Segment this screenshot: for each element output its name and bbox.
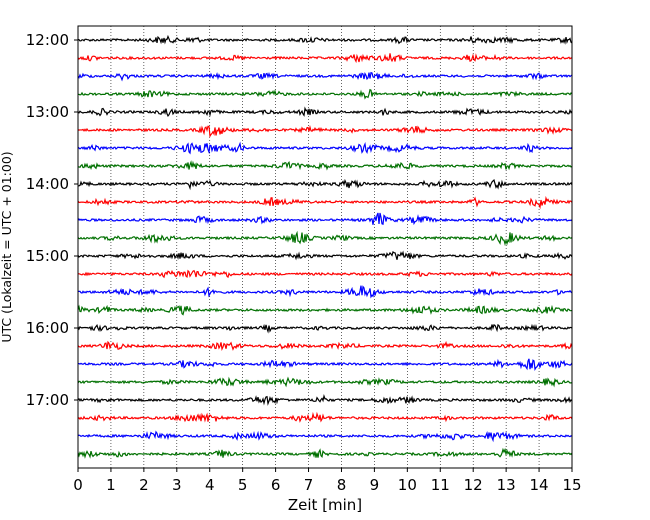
x-tick-label: 11 — [431, 476, 450, 494]
x-tick-label: 12 — [464, 476, 483, 494]
y-axis-label: UTC (Lokalzeit = UTC + 01:00) — [0, 151, 14, 342]
trace-line — [77, 358, 573, 372]
trace-line — [77, 34, 573, 45]
trace-line — [77, 430, 573, 443]
x-axis-label: Zeit [min] — [288, 496, 362, 514]
trace-line — [77, 340, 573, 352]
y-tick-label: 12:00 — [26, 31, 69, 49]
x-tick-label: 4 — [205, 476, 215, 494]
x-tick-label: 3 — [172, 476, 182, 494]
x-tick-label: 7 — [304, 476, 314, 494]
x-tick-label: 0 — [73, 476, 83, 494]
trace-line — [77, 53, 573, 64]
trace-line — [77, 88, 573, 100]
trace-line — [77, 376, 573, 388]
y-tick-label: 15:00 — [26, 247, 69, 265]
trace-line — [77, 160, 573, 171]
x-tick-label: 2 — [139, 476, 149, 494]
trace-line — [77, 212, 573, 226]
trace-line — [77, 285, 573, 299]
trace-line — [77, 230, 573, 247]
y-tick-label: 16:00 — [26, 319, 69, 337]
x-axis-ticks: 0 1 2 3 4 5 6 7 8 9 10 11 12 13 14 15 — [73, 468, 582, 494]
trace-line — [77, 71, 573, 82]
y-tick-label: 13:00 — [26, 103, 69, 121]
trace-line — [77, 106, 573, 118]
trace-line — [77, 195, 573, 210]
x-tick-label: 13 — [497, 476, 516, 494]
grid-lines — [110, 26, 540, 468]
trace-line — [77, 393, 573, 406]
trace-line — [77, 304, 573, 316]
x-tick-label: 1 — [106, 476, 116, 494]
trace-line — [77, 447, 573, 459]
x-tick-label: 10 — [398, 476, 417, 494]
trace-line — [77, 141, 573, 155]
x-tick-label: 5 — [238, 476, 248, 494]
x-tick-label: 14 — [530, 476, 549, 494]
x-tick-label: 6 — [271, 476, 281, 494]
trace-line — [77, 124, 573, 138]
trace-line — [77, 411, 573, 423]
trace-line — [77, 178, 573, 191]
y-tick-label: 14:00 — [26, 175, 69, 193]
x-tick-label: 9 — [370, 476, 380, 494]
trace-lines — [77, 34, 573, 459]
y-tick-label: 17:00 — [26, 391, 69, 409]
trace-line — [77, 269, 573, 279]
trace-line — [77, 323, 573, 334]
plot-frame — [77, 25, 573, 469]
y-axis-ticks: 12:00 13:00 14:00 15:00 16:00 17:00 — [26, 31, 78, 409]
x-tick-label: 15 — [562, 476, 581, 494]
x-tick-label: 8 — [337, 476, 347, 494]
trace-line — [77, 250, 573, 261]
